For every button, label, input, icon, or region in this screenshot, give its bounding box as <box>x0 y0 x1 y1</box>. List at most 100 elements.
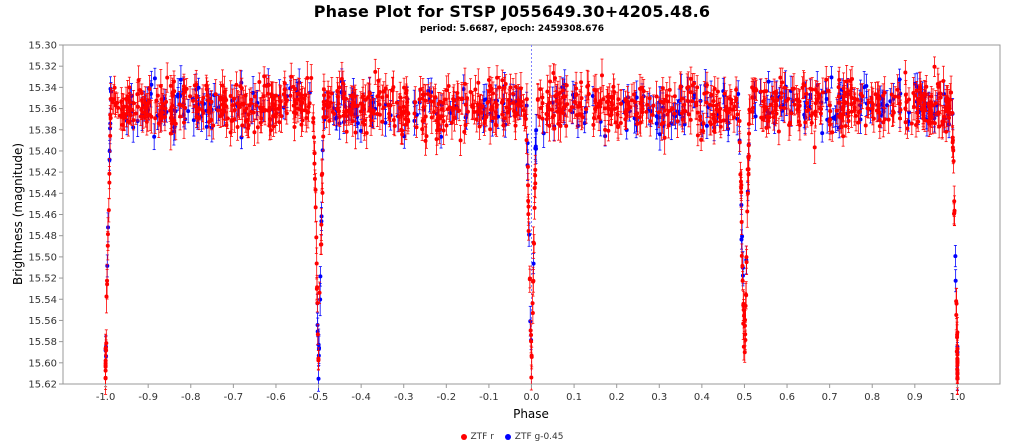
data-point <box>104 339 109 362</box>
data-point <box>475 101 480 122</box>
data-point <box>610 94 615 115</box>
data-point <box>801 70 806 98</box>
data-point <box>594 91 599 123</box>
data-point <box>206 95 211 129</box>
data-point <box>163 94 168 123</box>
data-point <box>535 83 540 116</box>
data-point <box>906 87 911 112</box>
data-point <box>711 104 716 125</box>
data-point <box>103 355 108 379</box>
data-point <box>120 92 125 126</box>
data-point <box>173 107 178 141</box>
x-tick-label: 0.0 <box>524 392 540 403</box>
data-point <box>601 84 606 114</box>
data-point <box>252 118 257 146</box>
data-point <box>716 101 721 122</box>
data-point <box>387 102 392 125</box>
data-point <box>412 100 417 127</box>
data-point <box>545 104 550 126</box>
data-point <box>842 90 847 114</box>
series-ztf-r <box>103 56 960 395</box>
data-point <box>319 159 324 191</box>
data-point <box>139 83 144 103</box>
y-tick-label: 15.30 <box>28 41 57 52</box>
data-point <box>574 83 579 105</box>
data-point <box>704 81 709 104</box>
data-point <box>672 82 677 111</box>
data-point <box>402 77 407 98</box>
data-point <box>246 103 251 126</box>
data-point <box>398 81 403 113</box>
data-point <box>376 86 381 106</box>
data-point <box>462 120 467 144</box>
data-point <box>421 90 426 124</box>
x-tick-label: 0.2 <box>609 392 625 403</box>
data-point <box>606 120 611 142</box>
data-point <box>826 76 831 106</box>
data-point <box>616 111 621 141</box>
data-point <box>827 109 832 141</box>
data-point <box>585 69 590 104</box>
data-point <box>544 105 549 134</box>
data-point <box>140 100 145 133</box>
data-point <box>513 73 518 101</box>
data-point <box>897 105 902 132</box>
data-point <box>311 112 316 132</box>
data-point <box>263 94 268 126</box>
data-point <box>932 112 937 134</box>
y-tick-label: 15.60 <box>28 358 57 369</box>
data-point <box>294 92 299 115</box>
x-tick-label: 0.4 <box>694 392 710 403</box>
data-point <box>105 217 110 251</box>
data-point <box>803 109 808 136</box>
data-point <box>266 78 271 110</box>
data-point <box>127 92 132 125</box>
data-point <box>482 108 487 132</box>
data-point <box>200 99 205 123</box>
data-point <box>577 89 582 117</box>
data-point <box>274 82 279 110</box>
y-tick-label: 15.42 <box>28 168 57 179</box>
data-point <box>695 100 700 125</box>
data-point <box>371 98 376 130</box>
data-point <box>366 82 371 113</box>
data-point <box>300 86 305 105</box>
data-point <box>877 85 882 112</box>
data-point <box>291 75 296 99</box>
data-point <box>770 101 775 124</box>
data-point <box>364 116 369 150</box>
y-tick-label: 15.40 <box>28 146 57 157</box>
data-point <box>513 100 518 133</box>
data-point <box>909 112 914 135</box>
data-point <box>889 82 894 106</box>
x-tick-label: 1.0 <box>949 392 965 403</box>
data-point <box>112 75 117 100</box>
x-tick-label: -0.3 <box>394 392 414 403</box>
data-point <box>742 341 747 363</box>
data-point <box>524 83 529 115</box>
data-point <box>305 96 310 129</box>
data-point <box>463 93 468 117</box>
data-point <box>425 83 430 104</box>
data-point <box>591 106 596 130</box>
data-point <box>820 77 825 108</box>
data-point <box>598 92 603 121</box>
data-point <box>148 99 153 132</box>
legend-marker-ztf-r <box>460 433 467 440</box>
data-point <box>332 101 337 126</box>
data-point <box>403 107 408 131</box>
data-point <box>936 73 941 101</box>
data-point <box>531 266 536 297</box>
data-point <box>836 82 841 110</box>
data-point <box>314 247 319 280</box>
data-point <box>618 90 623 118</box>
x-tick-label: -0.6 <box>266 392 286 403</box>
data-point <box>534 113 539 147</box>
data-point <box>732 102 737 133</box>
legend-item-ztf-r: ZTF r <box>460 432 494 442</box>
data-point <box>305 61 310 95</box>
data-point <box>224 112 229 138</box>
data-point <box>347 95 352 124</box>
data-point <box>746 113 751 135</box>
data-point <box>392 115 397 137</box>
